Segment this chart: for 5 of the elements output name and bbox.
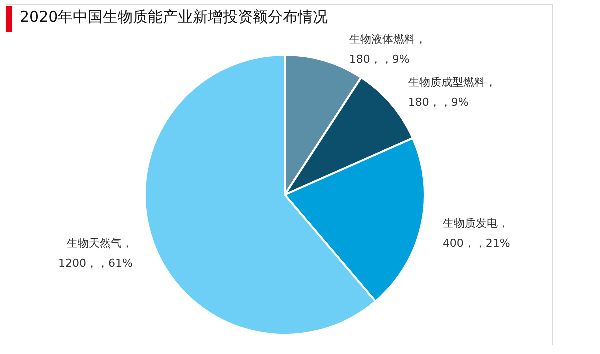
slice-label: 生物质成型燃料， 180，，9%: [408, 76, 496, 109]
slice-label: 生物液体燃料， 180，，9%: [349, 33, 426, 66]
chart-title: 2020年中国生物质能产业新增投资额分布情况: [20, 8, 328, 27]
slice-label: 生物天然气， 1200，，61%: [58, 236, 133, 270]
slice-label: 生物质发电， 400，，21%: [442, 217, 510, 250]
